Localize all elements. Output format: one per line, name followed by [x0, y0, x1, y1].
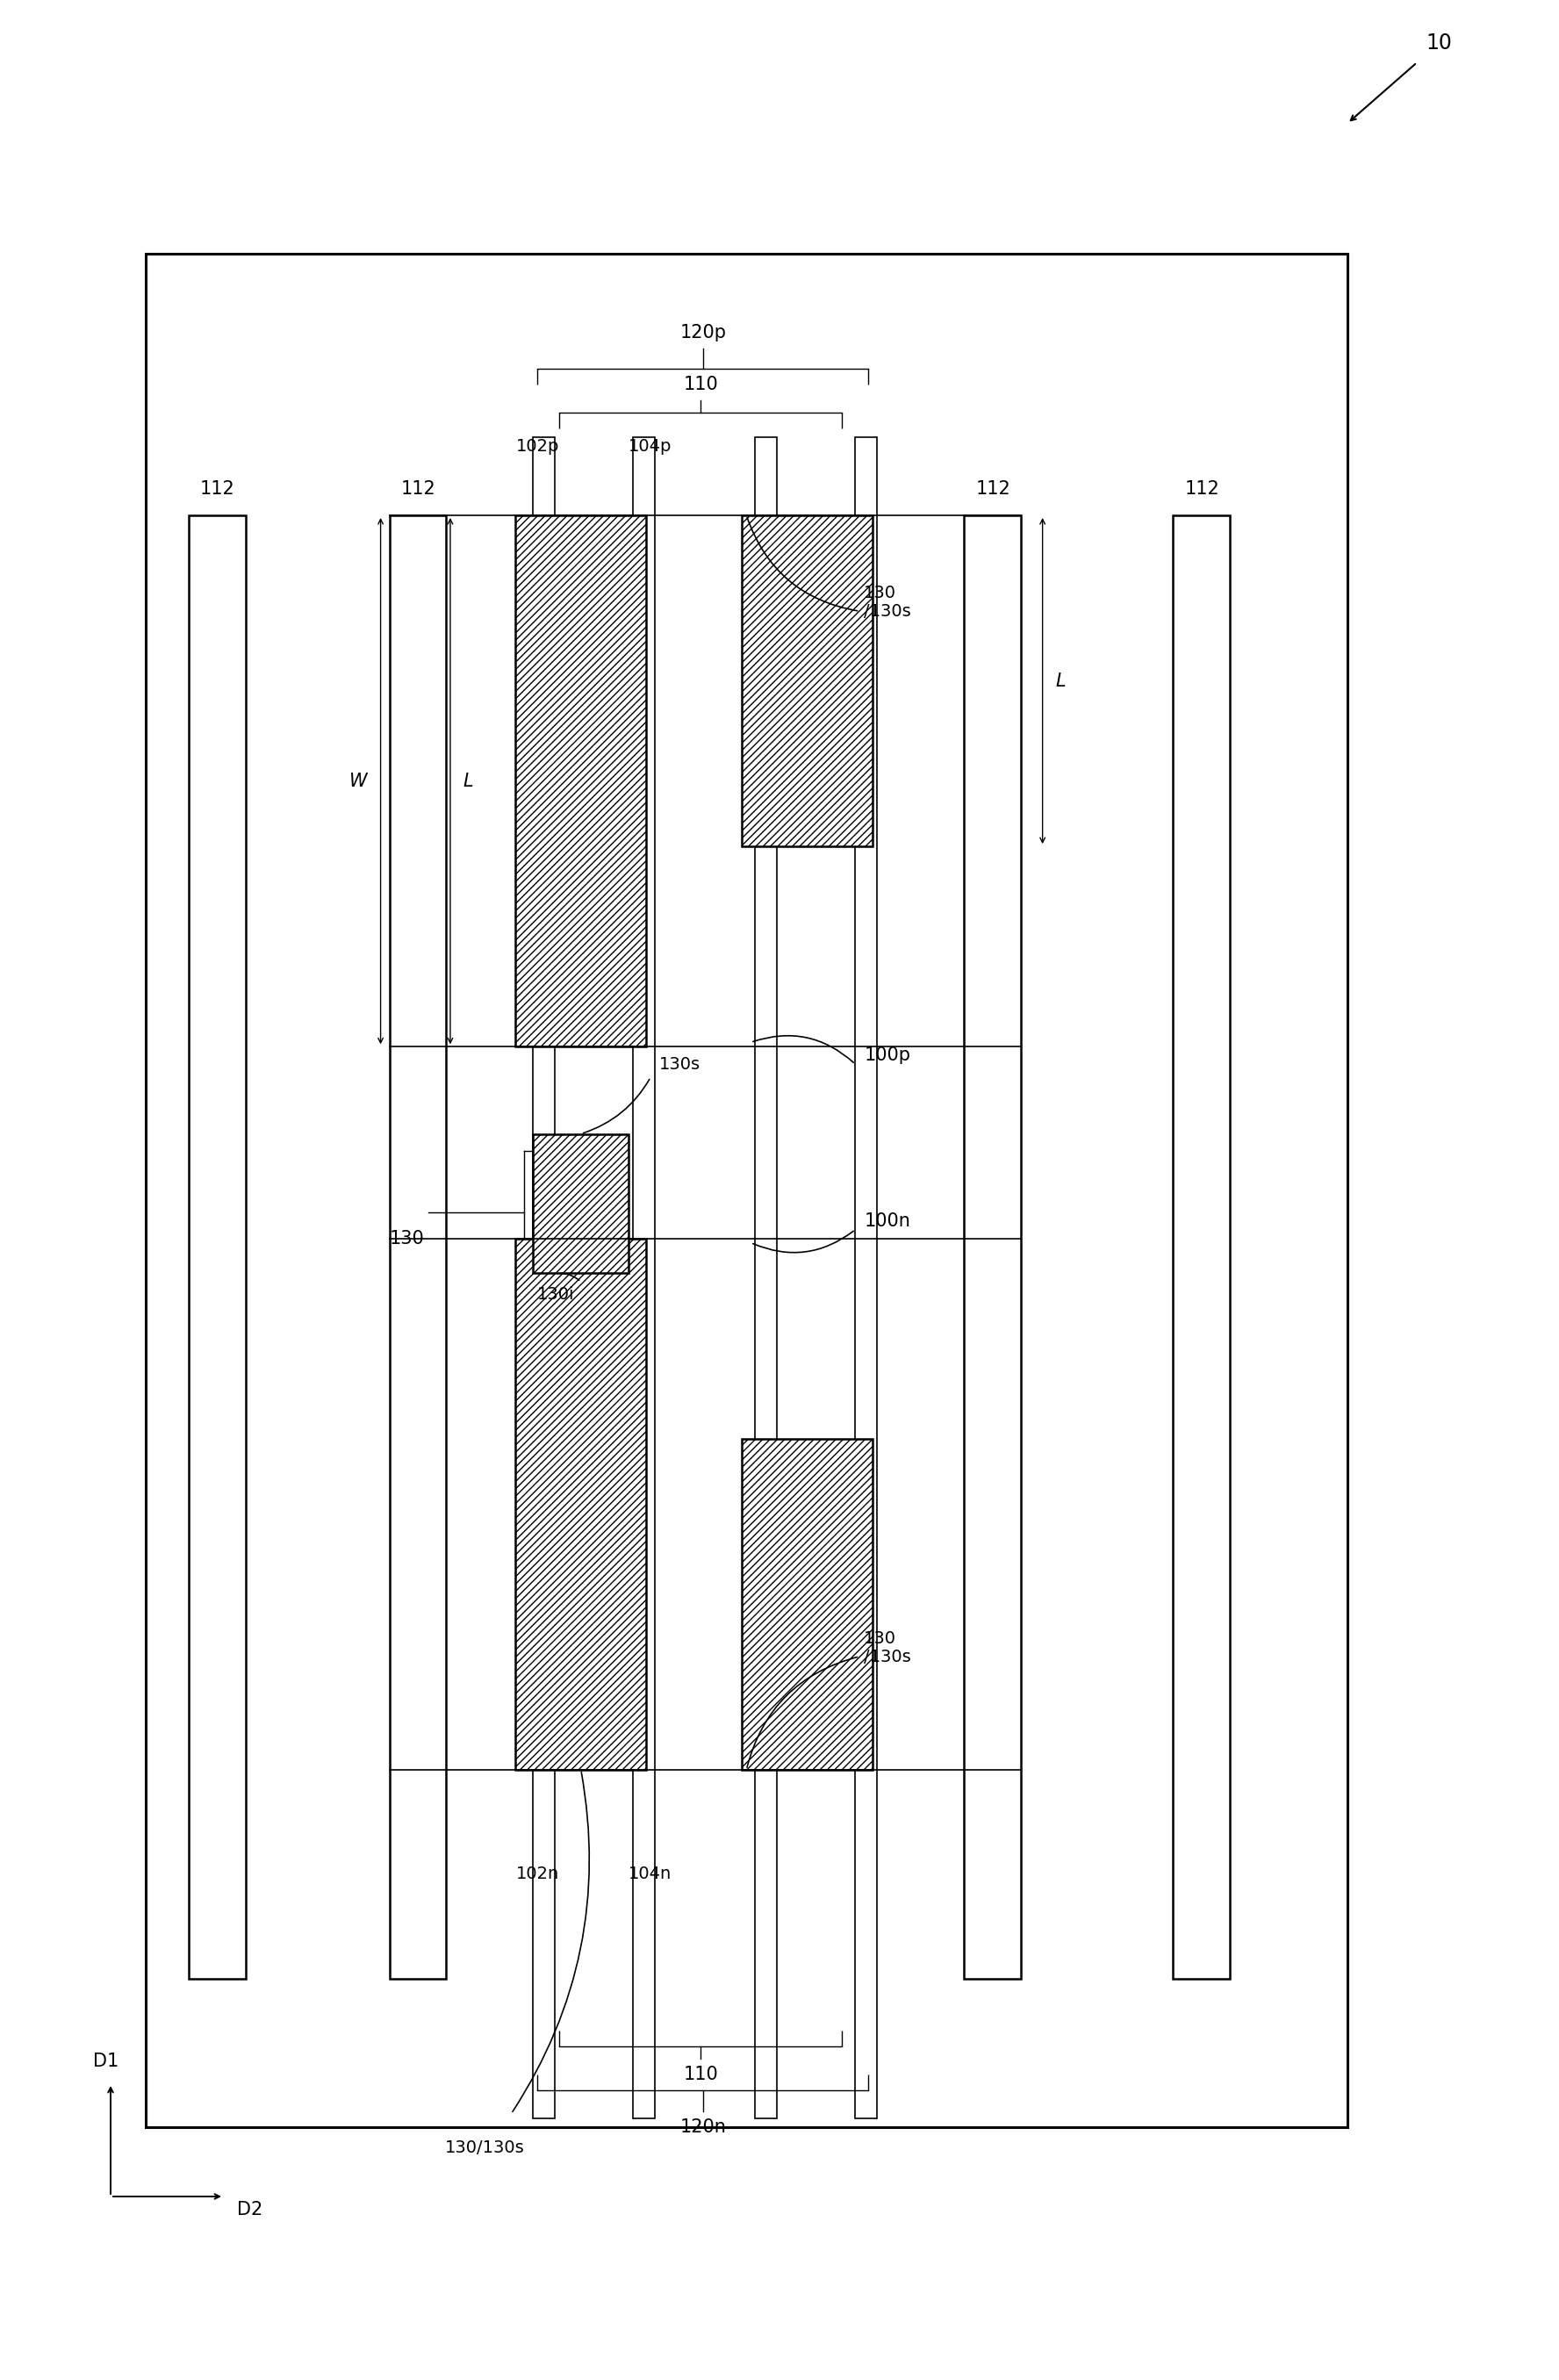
Text: 130i: 130i: [538, 1285, 575, 1302]
Bar: [633, 438, 655, 2118]
Bar: [145, 255, 1347, 2128]
Text: 102p: 102p: [516, 438, 560, 455]
Text: 120n: 120n: [680, 2118, 726, 2135]
Text: 120p: 120p: [680, 324, 726, 340]
Bar: [742, 1438, 873, 1771]
Text: 110: 110: [683, 376, 719, 393]
Text: W: W: [349, 771, 368, 790]
Text: 112: 112: [1185, 481, 1219, 497]
Text: 130
/130s: 130 /130s: [864, 585, 910, 619]
Text: D1: D1: [94, 2052, 118, 2071]
Bar: [856, 438, 878, 2118]
Text: 112: 112: [401, 481, 435, 497]
Text: 130
/130s: 130 /130s: [864, 1630, 910, 1666]
Text: D2: D2: [237, 2202, 262, 2218]
Bar: [516, 1238, 647, 1771]
Text: 104n: 104n: [628, 1866, 672, 1883]
Text: 130/130s: 130/130s: [446, 2140, 525, 2156]
Bar: [533, 1133, 628, 1273]
Text: 112: 112: [976, 481, 1010, 497]
Text: L: L: [1055, 671, 1066, 690]
Text: 112: 112: [200, 481, 235, 497]
Text: L: L: [463, 771, 474, 790]
Text: 130s: 130s: [659, 1057, 700, 1073]
Text: 100p: 100p: [864, 1047, 910, 1064]
Bar: [963, 516, 1021, 1978]
Bar: [742, 516, 873, 847]
Bar: [189, 516, 246, 1978]
Bar: [390, 516, 446, 1978]
Bar: [1174, 516, 1230, 1978]
Bar: [533, 438, 555, 2118]
Text: 110: 110: [683, 2066, 719, 2082]
Text: 130: 130: [390, 1230, 424, 1247]
Bar: [516, 516, 647, 1047]
Bar: [755, 438, 776, 2118]
Text: 100n: 100n: [864, 1211, 910, 1230]
Text: 10: 10: [1426, 33, 1451, 55]
Text: 104p: 104p: [628, 438, 672, 455]
Text: 102n: 102n: [516, 1866, 560, 1883]
